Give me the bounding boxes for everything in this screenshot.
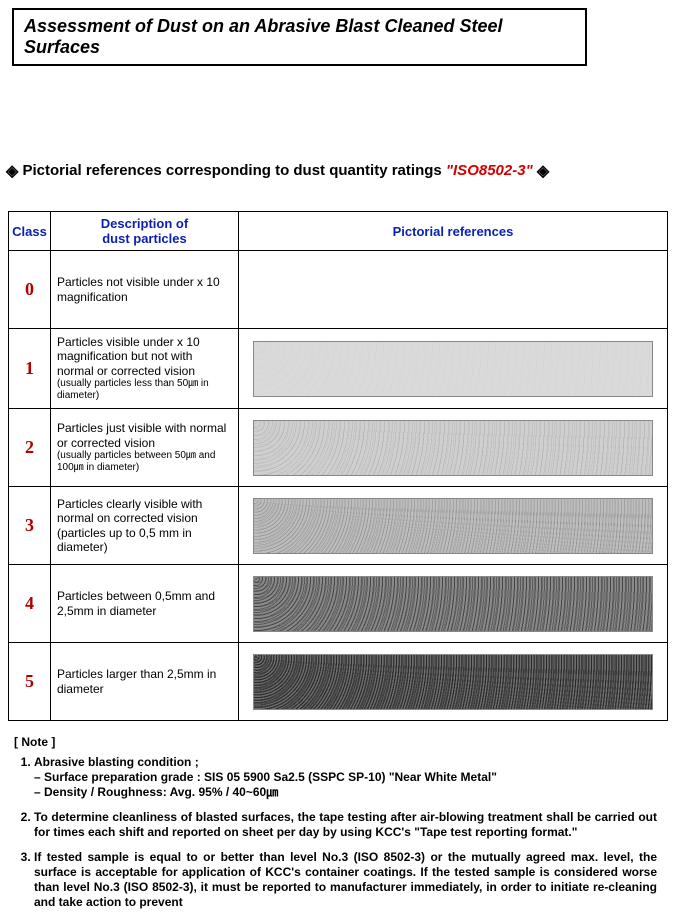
table-row: 4Particles between 0,5mm and 2,5mm in di… [9, 565, 668, 643]
class-cell: 5 [9, 643, 51, 721]
desc-cell: Particles larger than 2,5mm in diameter [50, 643, 238, 721]
table-row: 5Particles larger than 2,5mm in diameter [9, 643, 668, 721]
diamond-icon: ◈ [537, 161, 549, 181]
table-row: 0Particles not visible under x 10 magnif… [9, 251, 668, 329]
table-row: 1Particles visible under x 10 magnificat… [9, 329, 668, 409]
dust-swatch [253, 341, 653, 397]
th-desc-line2: dust particles [102, 231, 187, 246]
desc-main: Particles not visible under x 10 magnifi… [57, 275, 220, 303]
desc-cell: Particles not visible under x 10 magnifi… [50, 251, 238, 329]
table-header-row: Class Description of dust particles Pict… [9, 212, 668, 251]
class-cell: 1 [9, 329, 51, 409]
th-pict: Pictorial references [238, 212, 667, 251]
notes-list: Abrasive blasting condition ;– Surface p… [14, 755, 657, 910]
desc-main: Particles larger than 2,5mm in diameter [57, 667, 216, 695]
pictorial-cell [238, 251, 667, 329]
desc-cell: Particles visible under x 10 magnificati… [50, 329, 238, 409]
pictorial-cell [238, 487, 667, 565]
diamond-icon: ◈ [6, 161, 18, 181]
desc-sub: (usually particles less than 50㎛ in diam… [57, 378, 232, 402]
desc-main: Particles visible under x 10 magnificati… [57, 335, 200, 378]
th-desc: Description of dust particles [50, 212, 238, 251]
heading-prefix: Pictorial references corresponding to du… [22, 162, 441, 179]
section-heading: ◈ Pictorial references corresponding to … [6, 161, 687, 181]
pictorial-cell [238, 565, 667, 643]
reference-table: Class Description of dust particles Pict… [8, 211, 668, 721]
note-main: Abrasive blasting condition ; [34, 755, 199, 769]
note-heading: [ Note ] [14, 735, 687, 749]
heading-spec: "ISO8502-3" [446, 162, 533, 179]
note-main: To determine cleanliness of blasted surf… [34, 810, 657, 839]
note-subline: – Surface preparation grade : SIS 05 590… [34, 770, 657, 785]
th-desc-line1: Description of [101, 216, 188, 231]
class-cell: 2 [9, 409, 51, 487]
desc-main: Particles between 0,5mm and 2,5mm in dia… [57, 589, 215, 617]
class-cell: 0 [9, 251, 51, 329]
desc-main: Particles just visible with normal or co… [57, 421, 226, 449]
pictorial-cell [238, 409, 667, 487]
dust-swatch [253, 498, 653, 554]
dust-swatch [253, 654, 653, 710]
table-row: 2Particles just visible with normal or c… [9, 409, 668, 487]
desc-cell: Particles just visible with normal or co… [50, 409, 238, 487]
page-title: Assessment of Dust on an Abrasive Blast … [12, 8, 587, 66]
dust-swatch [253, 576, 653, 632]
class-cell: 3 [9, 487, 51, 565]
note-subline: – Density / Roughness: Avg. 95% / 40~60㎛ [34, 785, 657, 800]
note-item: To determine cleanliness of blasted surf… [34, 810, 657, 840]
pictorial-cell [238, 329, 667, 409]
note-item: If tested sample is equal to or better t… [34, 850, 657, 910]
note-main: If tested sample is equal to or better t… [34, 850, 657, 909]
pictorial-cell [238, 643, 667, 721]
desc-cell: Particles clearly visible with normal on… [50, 487, 238, 565]
class-cell: 4 [9, 565, 51, 643]
dust-swatch [253, 420, 653, 476]
desc-main: Particles clearly visible with normal on… [57, 497, 202, 554]
desc-sub: (usually particles between 50㎛ and 100㎛ … [57, 450, 232, 474]
desc-cell: Particles between 0,5mm and 2,5mm in dia… [50, 565, 238, 643]
note-item: Abrasive blasting condition ;– Surface p… [34, 755, 657, 800]
table-row: 3Particles clearly visible with normal o… [9, 487, 668, 565]
th-class: Class [9, 212, 51, 251]
